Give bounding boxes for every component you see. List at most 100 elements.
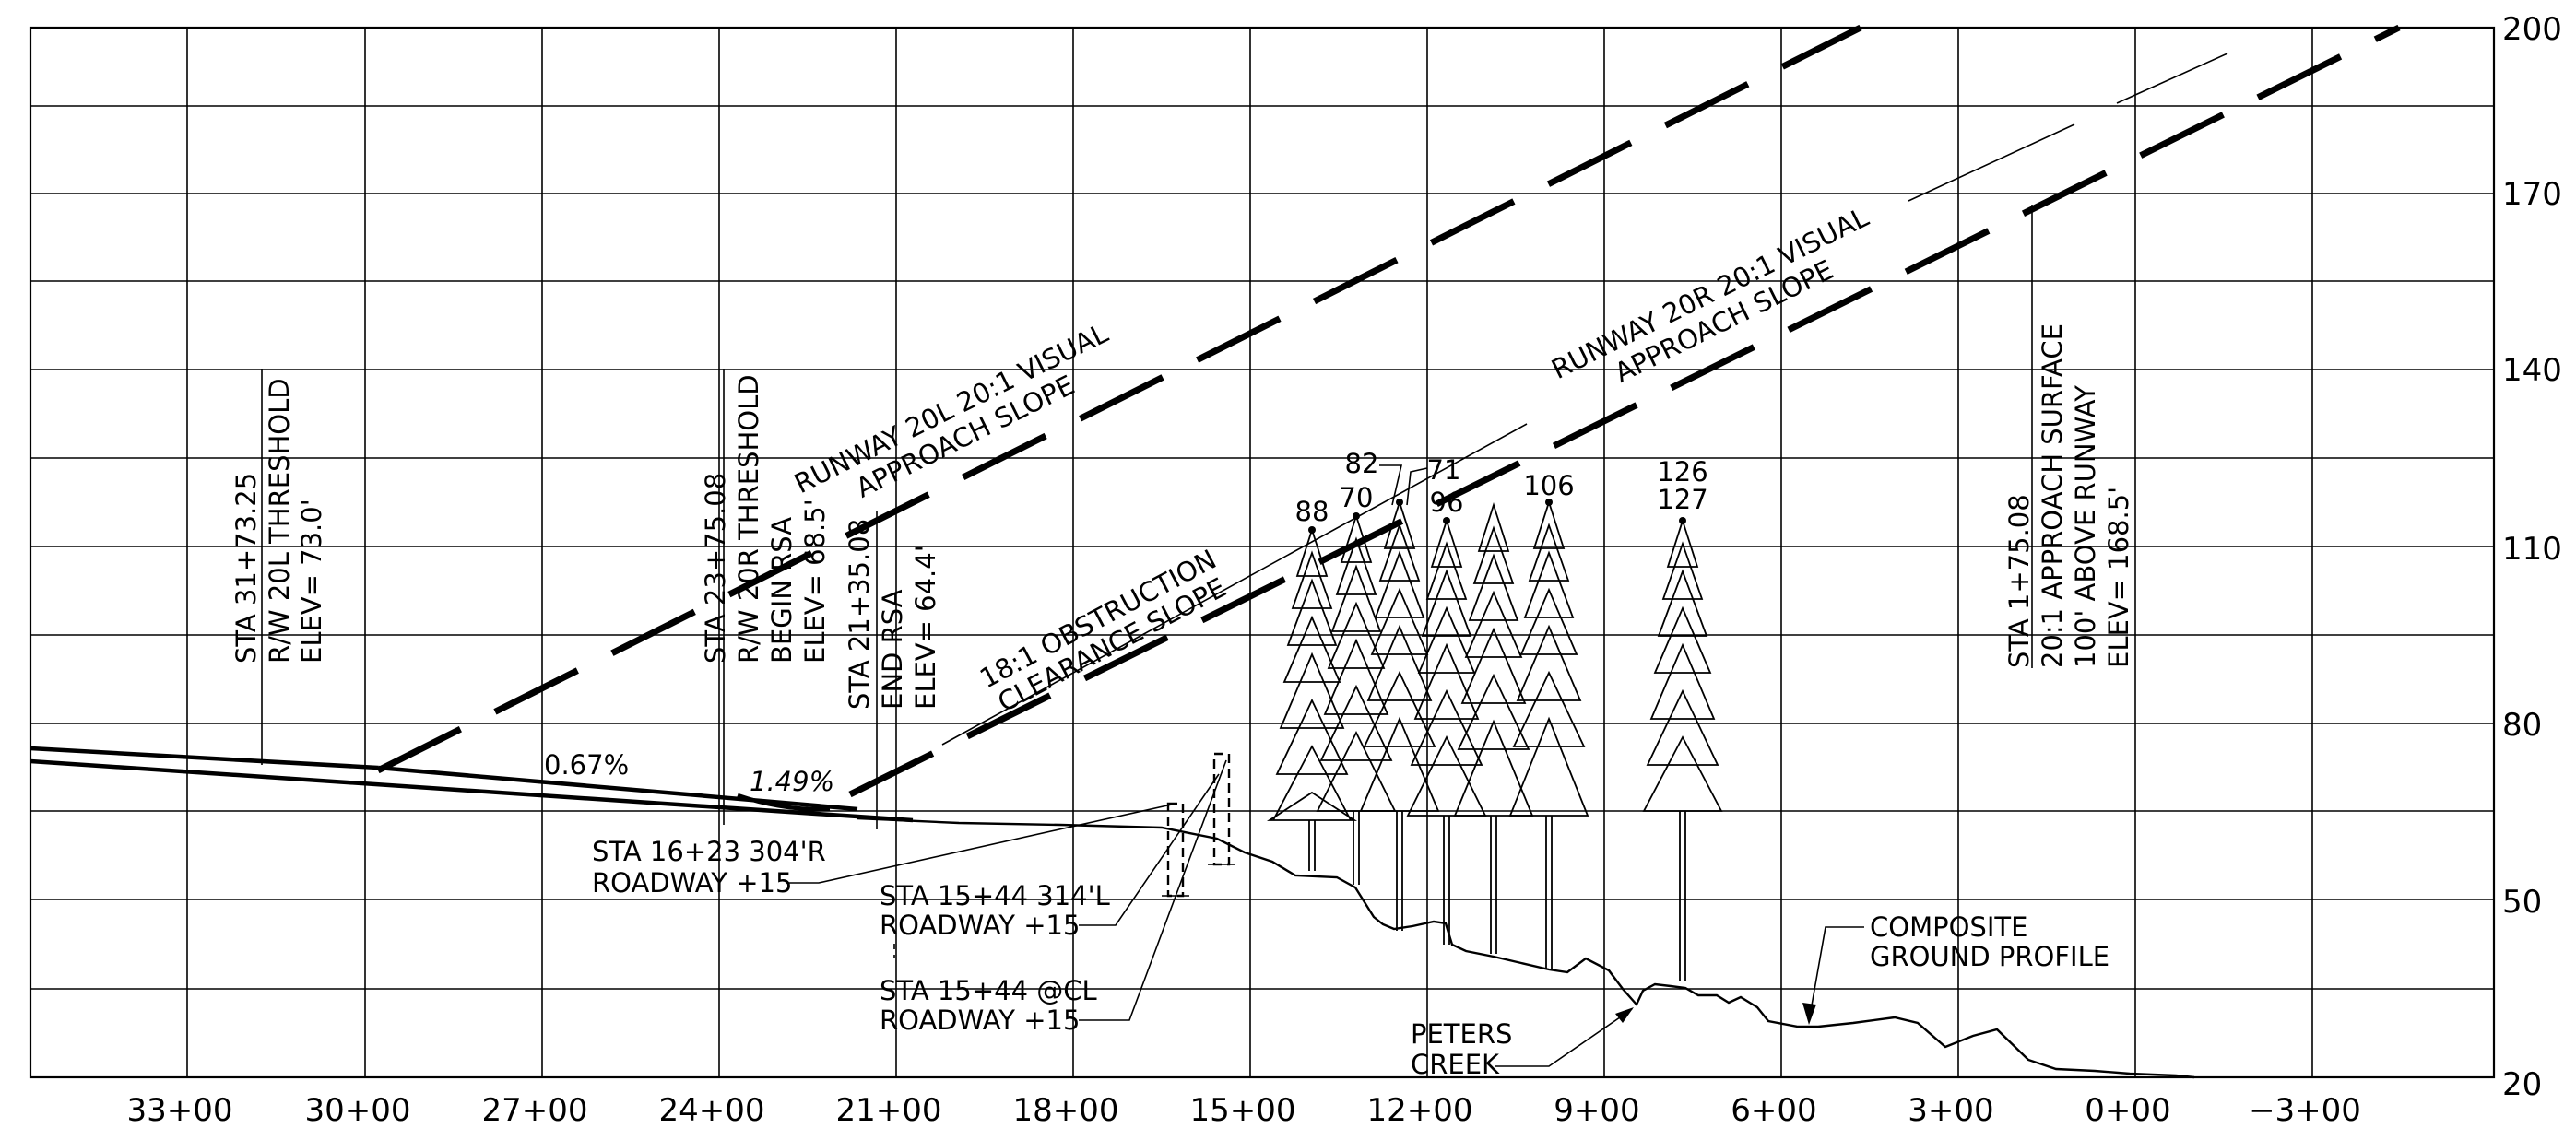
x-tick-label: 24+00: [658, 1092, 764, 1128]
runway-profile-upper: [30, 746, 379, 770]
station-text: STA 1+75.08: [2003, 494, 2035, 668]
roadway-text: ROADWAY +15: [880, 910, 1080, 941]
tree-label: 82: [1345, 448, 1379, 479]
ground-profile-leader: [1808, 926, 1864, 1022]
tree-96: [1406, 518, 1487, 945]
x-axis-tick-labels: 33+00 30+00 27+00 24+00 21+00 18+00 15+0…: [126, 1092, 2360, 1128]
creek-leader: [1495, 1008, 1633, 1067]
obstruction-clearance-slope-line: [941, 423, 1528, 746]
x-tick-label: 18+00: [1012, 1092, 1118, 1128]
roadway-text: STA 15+44 @CL: [880, 975, 1097, 1006]
tree-126: [1642, 518, 1723, 981]
obstruction-clearance-slope-ext-1: [1908, 123, 2075, 202]
composite-ground-profile-line: [857, 817, 2195, 1079]
x-tick-label: 21+00: [835, 1092, 941, 1128]
station-text: STA 23+75.08: [700, 473, 731, 664]
x-tick-label: 33+00: [126, 1092, 232, 1128]
tree-82: [1359, 499, 1440, 931]
station-end-rsa: STA 21+35.08 END RSA ELEV= 64.4': [844, 511, 941, 829]
composite-ground-profile-callout: COMPOSITE GROUND PROFILE: [1802, 911, 2109, 1025]
station-text: STA 31+73.25: [230, 473, 262, 664]
roadway-text: STA 16+23 304'R: [592, 836, 826, 867]
approach-surfaces: [376, 24, 2401, 798]
station-approach-surface: STA 1+75.08 20:1 APPROACH SURFACE 100' A…: [2003, 205, 2134, 668]
runway-20l-label-line1: RUNWAY 20L 20:1 VISUAL: [789, 317, 1113, 499]
station-rw20r-threshold: STA 23+75.08 R/W 20R THRESHOLD BEGIN RSA…: [700, 369, 831, 825]
y-tick-label: 20: [2502, 1066, 2542, 1103]
ground-profile-text: COMPOSITE: [1870, 911, 2027, 943]
runway-20l-approach-slope-line: [376, 24, 1862, 774]
station-text: ELEV= 68.5': [799, 499, 831, 664]
tree-label: 127: [1657, 484, 1707, 515]
grade-label-right: 1.49%: [750, 766, 834, 797]
y-tick-label: 80: [2502, 707, 2542, 744]
station-text: ELEV= 168.5': [2103, 487, 2134, 668]
x-tick-label: 0+00: [2085, 1092, 2170, 1128]
x-tick-label: 3+00: [1908, 1092, 1993, 1128]
x-tick-label: 15+00: [1189, 1092, 1295, 1128]
x-tick-label: 9+00: [1554, 1092, 1639, 1128]
y-tick-label: 50: [2502, 884, 2542, 921]
station-text: BEGIN RSA: [766, 517, 798, 664]
tree-label: 96: [1430, 487, 1464, 518]
roadway-16-23-callout: STA 16+23 304'R ROADWAY +15: [592, 803, 1176, 899]
tree-70: [1316, 513, 1397, 885]
peters-creek-callout: PETERS CREEK: [1411, 1007, 1634, 1080]
tree-labels: 88 70 82 71 96 106 126 127: [1295, 448, 1708, 527]
obstruction-clearance-label: 18:1 OBSTRUCTION CLEARANCE SLOPE: [975, 544, 1231, 719]
tree-71-leader: [1406, 467, 1428, 506]
tree-label: 88: [1295, 496, 1329, 527]
ground-profile-text: GROUND PROFILE: [1870, 941, 2109, 972]
plot-frame: [29, 26, 2496, 1079]
pole-15-44-cl: [1212, 752, 1231, 866]
station-text: STA 21+35.08: [844, 519, 875, 710]
station-text: 20:1 APPROACH SURFACE: [2037, 323, 2068, 668]
station-text: R/W 20L THRESHOLD: [264, 378, 295, 664]
trees: [1266, 499, 1723, 981]
y-axis-tick-labels: 200 170 140 110 80 50 20: [2502, 11, 2562, 1103]
runway-profile-grade: [377, 765, 858, 812]
tree-88: [1266, 527, 1358, 871]
creek-text: CREEK: [1411, 1049, 1500, 1080]
tree-label: 126: [1657, 456, 1707, 488]
runway-20r-label-line1: RUNWAY 20R 20:1 VISUAL: [1546, 201, 1873, 385]
tree-71: [1453, 502, 1534, 954]
roadway-16-23-leader: [786, 803, 1176, 884]
x-tick-label: 12+00: [1366, 1092, 1472, 1128]
tree-label: 70: [1340, 482, 1374, 513]
y-tick-label: 110: [2502, 531, 2562, 568]
runway-profile: [30, 746, 914, 823]
tree-label: 106: [1523, 470, 1574, 501]
x-tick-label: −3+00: [2249, 1092, 2361, 1128]
roadway-15-44-cl-leader: [1079, 759, 1227, 1021]
y-tick-label: 170: [2502, 176, 2562, 213]
creek-text: PETERS: [1411, 1018, 1512, 1050]
tree-106: [1508, 499, 1589, 969]
station-text: R/W 20R THRESHOLD: [733, 374, 764, 664]
runway-profile-lower: [30, 758, 914, 823]
station-rw20l-threshold: STA 31+73.25 R/W 20L THRESHOLD ELEV= 73.…: [230, 369, 327, 765]
roadway-text: ROADWAY +15: [880, 1005, 1080, 1036]
roadway-15-44-l-callout: STA 15+44 314'L ROADWAY +15: [880, 773, 1220, 958]
roadway-15-44-cl-callout: STA 15+44 @CL ROADWAY +15: [880, 759, 1227, 1036]
roadway-text: ROADWAY +15: [592, 867, 792, 899]
station-text: 100' ABOVE RUNWAY: [2070, 385, 2101, 668]
x-tick-label: 6+00: [1731, 1092, 1816, 1128]
grid: [29, 26, 2496, 1079]
y-tick-label: 200: [2502, 11, 2562, 48]
tree-82-leader: [1379, 464, 1403, 506]
roadway-text: STA 15+44 314'L: [880, 880, 1110, 911]
obstruction-clearance-slope-ext-2: [2116, 53, 2228, 104]
y-tick-label: 140: [2502, 352, 2562, 389]
roadway-15-44-l-leader: [1079, 773, 1220, 926]
station-text: END RSA: [877, 589, 908, 710]
station-text: ELEV= 64.4': [910, 545, 941, 710]
tree-label: 71: [1427, 454, 1461, 486]
utility-poles: [1162, 752, 1235, 898]
rsa-grade: [737, 793, 831, 812]
grade-label-left: 0.67%: [544, 749, 629, 781]
runway-20r-approach-slope-line: [848, 24, 2401, 798]
station-text: ELEV= 73.0': [296, 499, 327, 664]
runway-20l-label: RUNWAY 20L 20:1 VISUAL APPROACH SLOPE: [789, 317, 1113, 504]
